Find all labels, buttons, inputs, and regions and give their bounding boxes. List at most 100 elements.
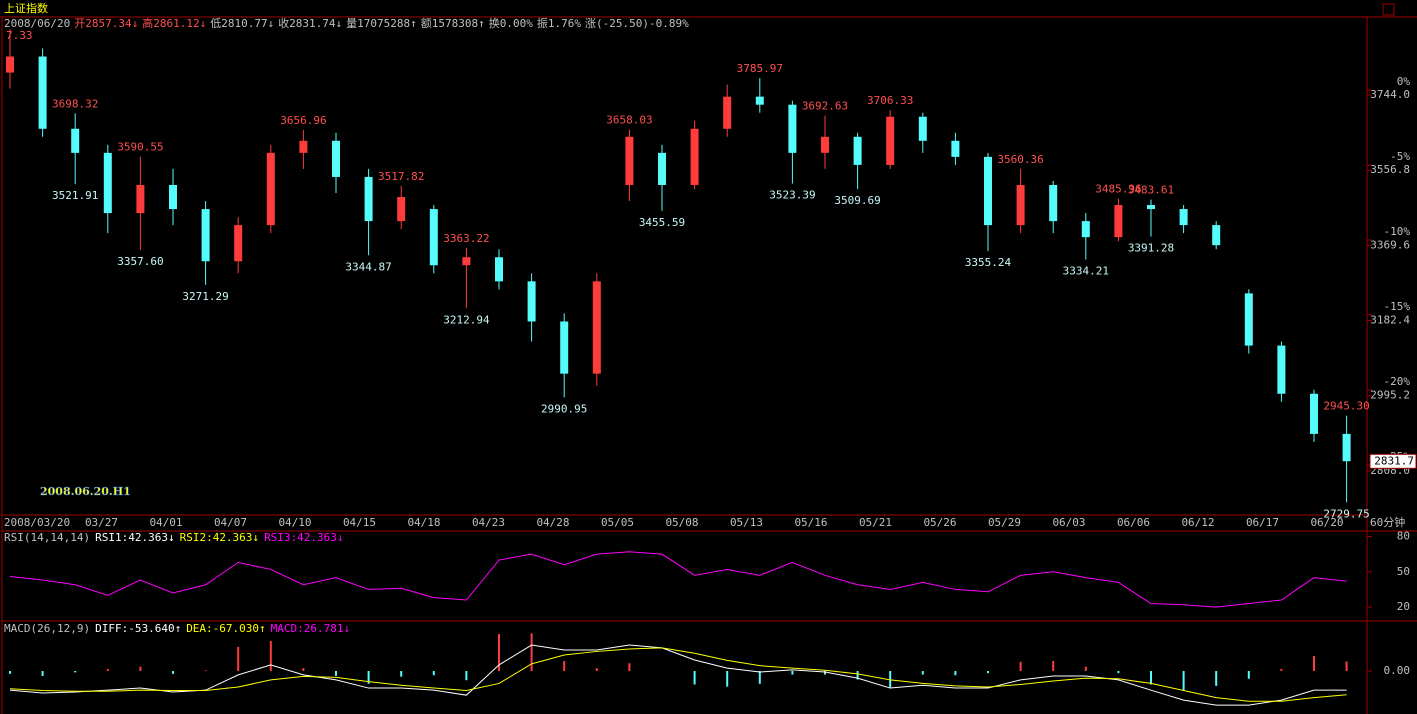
candle-body [918, 116, 927, 141]
extreme-label: 3355.24 [965, 256, 1012, 269]
x-tick-label: 05/05 [601, 516, 634, 529]
quote-field: 振1.76% [537, 16, 581, 30]
quote-field: 收2831.74↓ [278, 16, 342, 30]
y-tick-label: 3369.6 [1370, 238, 1410, 251]
y-tick-label: 80 [1397, 530, 1410, 543]
extreme-label: 3517.82 [378, 170, 424, 183]
candle-body [266, 152, 275, 226]
x-tick-label: 05/21 [859, 516, 892, 529]
quote-field: 换0.00% [489, 16, 533, 30]
indicator-readout: RSI1:42.363↓ [95, 531, 174, 544]
candle-body [821, 136, 829, 153]
quote-field: 量17075288↑ [346, 17, 417, 30]
candle-body [364, 176, 373, 222]
y-tick-label: 0.00 [1384, 664, 1411, 677]
quote-field: 2008/06/20 [4, 17, 70, 30]
x-tick-label: 04/28 [536, 516, 569, 529]
candle-body [397, 197, 406, 222]
x-tick-label: 04/07 [214, 516, 247, 529]
candle-body [1114, 205, 1123, 238]
candle-body [1310, 393, 1318, 434]
extreme-label: 3521.91 [52, 189, 98, 202]
candle-body [299, 140, 308, 153]
candle-body [1342, 433, 1351, 462]
quote-field: 低2810.77↓ [210, 17, 274, 30]
x-tick-label: 04/15 [343, 516, 376, 529]
x-tick-label: 06/17 [1246, 516, 1279, 529]
extreme-label: 3357.60 [117, 255, 163, 268]
candle-body [527, 281, 536, 322]
extreme-label: 3692.63 [802, 100, 848, 113]
y-tick-label: 3556.8 [1370, 163, 1410, 176]
candle-body [169, 184, 177, 210]
candle-body [658, 152, 666, 185]
y2-tick-label: -5% [1390, 150, 1410, 163]
candle-body [625, 136, 634, 185]
extreme-label: 3271.29 [182, 290, 228, 303]
clipped-label: 7.33 [6, 29, 33, 42]
candle-body [1081, 221, 1090, 238]
extreme-label: 3785.97 [737, 62, 783, 75]
candle-body [332, 140, 340, 177]
candle-body [984, 156, 992, 226]
candle-body [1277, 345, 1286, 394]
indicator-name: MACD(26,12,9) [4, 622, 90, 635]
candle-body [788, 104, 797, 153]
extreme-label: 3455.59 [639, 216, 685, 229]
extreme-label: 3560.36 [997, 153, 1043, 166]
extreme-label: 3212.94 [443, 313, 490, 326]
x-tick-label: 03/27 [85, 516, 118, 529]
candle-body [560, 321, 569, 374]
x-tick-label: 04/01 [149, 516, 182, 529]
extreme-label: 2729.75 [1323, 507, 1369, 520]
extreme-label: 2945.30 [1323, 400, 1369, 413]
extreme-label: 3698.32 [52, 97, 98, 110]
candle-body [1147, 205, 1155, 210]
indicator-readout: DIFF:-53.640↑ [95, 622, 181, 635]
candle-body [755, 96, 764, 105]
extreme-label: 3523.39 [769, 189, 815, 202]
y2-tick-label: -15% [1384, 300, 1411, 313]
y-tick-label: 20 [1397, 600, 1410, 613]
extreme-label: 3590.55 [117, 141, 163, 154]
y2-tick-label: -10% [1384, 225, 1411, 238]
x-tick-label: 04/23 [472, 516, 505, 529]
candle-body [38, 56, 47, 129]
candle-body [201, 209, 210, 262]
x-tick-label: 05/29 [988, 516, 1021, 529]
x-tick-label: 05/26 [923, 516, 956, 529]
candle-body [690, 128, 699, 185]
indicator-name: RSI(14,14,14) [4, 531, 90, 544]
candle-body [6, 56, 14, 73]
extreme-label: 3483.61 [1128, 184, 1174, 197]
candle-body [462, 257, 471, 266]
y-tick-label: 3182.4 [1370, 314, 1410, 327]
indicator-line [9, 644, 1347, 706]
candle-body [1179, 209, 1188, 226]
extreme-label: 3509.69 [834, 194, 880, 207]
candle-body [886, 116, 895, 165]
candle-body [136, 184, 145, 214]
quote-field: 开2857.34↓ [74, 17, 138, 30]
candle-body [1212, 225, 1221, 246]
y-tick-label: 50 [1397, 565, 1410, 578]
candle-body [429, 209, 438, 266]
x-tick-label: 06/20 [1310, 516, 1343, 529]
panel-legend: MACD(26,12,9) DIFF:-53.640↑ DEA:-67.030↑ MA… [4, 622, 350, 635]
y-tick-label: 2995.2 [1370, 389, 1410, 402]
window-button[interactable] [1382, 3, 1395, 16]
x-tick-label: 2008/03/20 [4, 516, 70, 529]
y-tick-label: 3744.0 [1370, 88, 1410, 101]
candle-body [592, 281, 601, 374]
x-tick-label: 05/08 [665, 516, 698, 529]
extreme-label: 3656.96 [280, 114, 326, 127]
extreme-label: 3485.96 [1095, 183, 1141, 196]
x-tick-label: 06/12 [1181, 516, 1214, 529]
extreme-label: 3706.33 [867, 94, 913, 107]
x-tick-label: 05/13 [730, 516, 763, 529]
last-price-box [1369, 453, 1417, 469]
x-tick-label: 04/10 [278, 516, 311, 529]
quote-field: 涨(-25.50)-0.89% [585, 17, 689, 30]
watermark: 2008.06.20.H1 [40, 485, 131, 498]
